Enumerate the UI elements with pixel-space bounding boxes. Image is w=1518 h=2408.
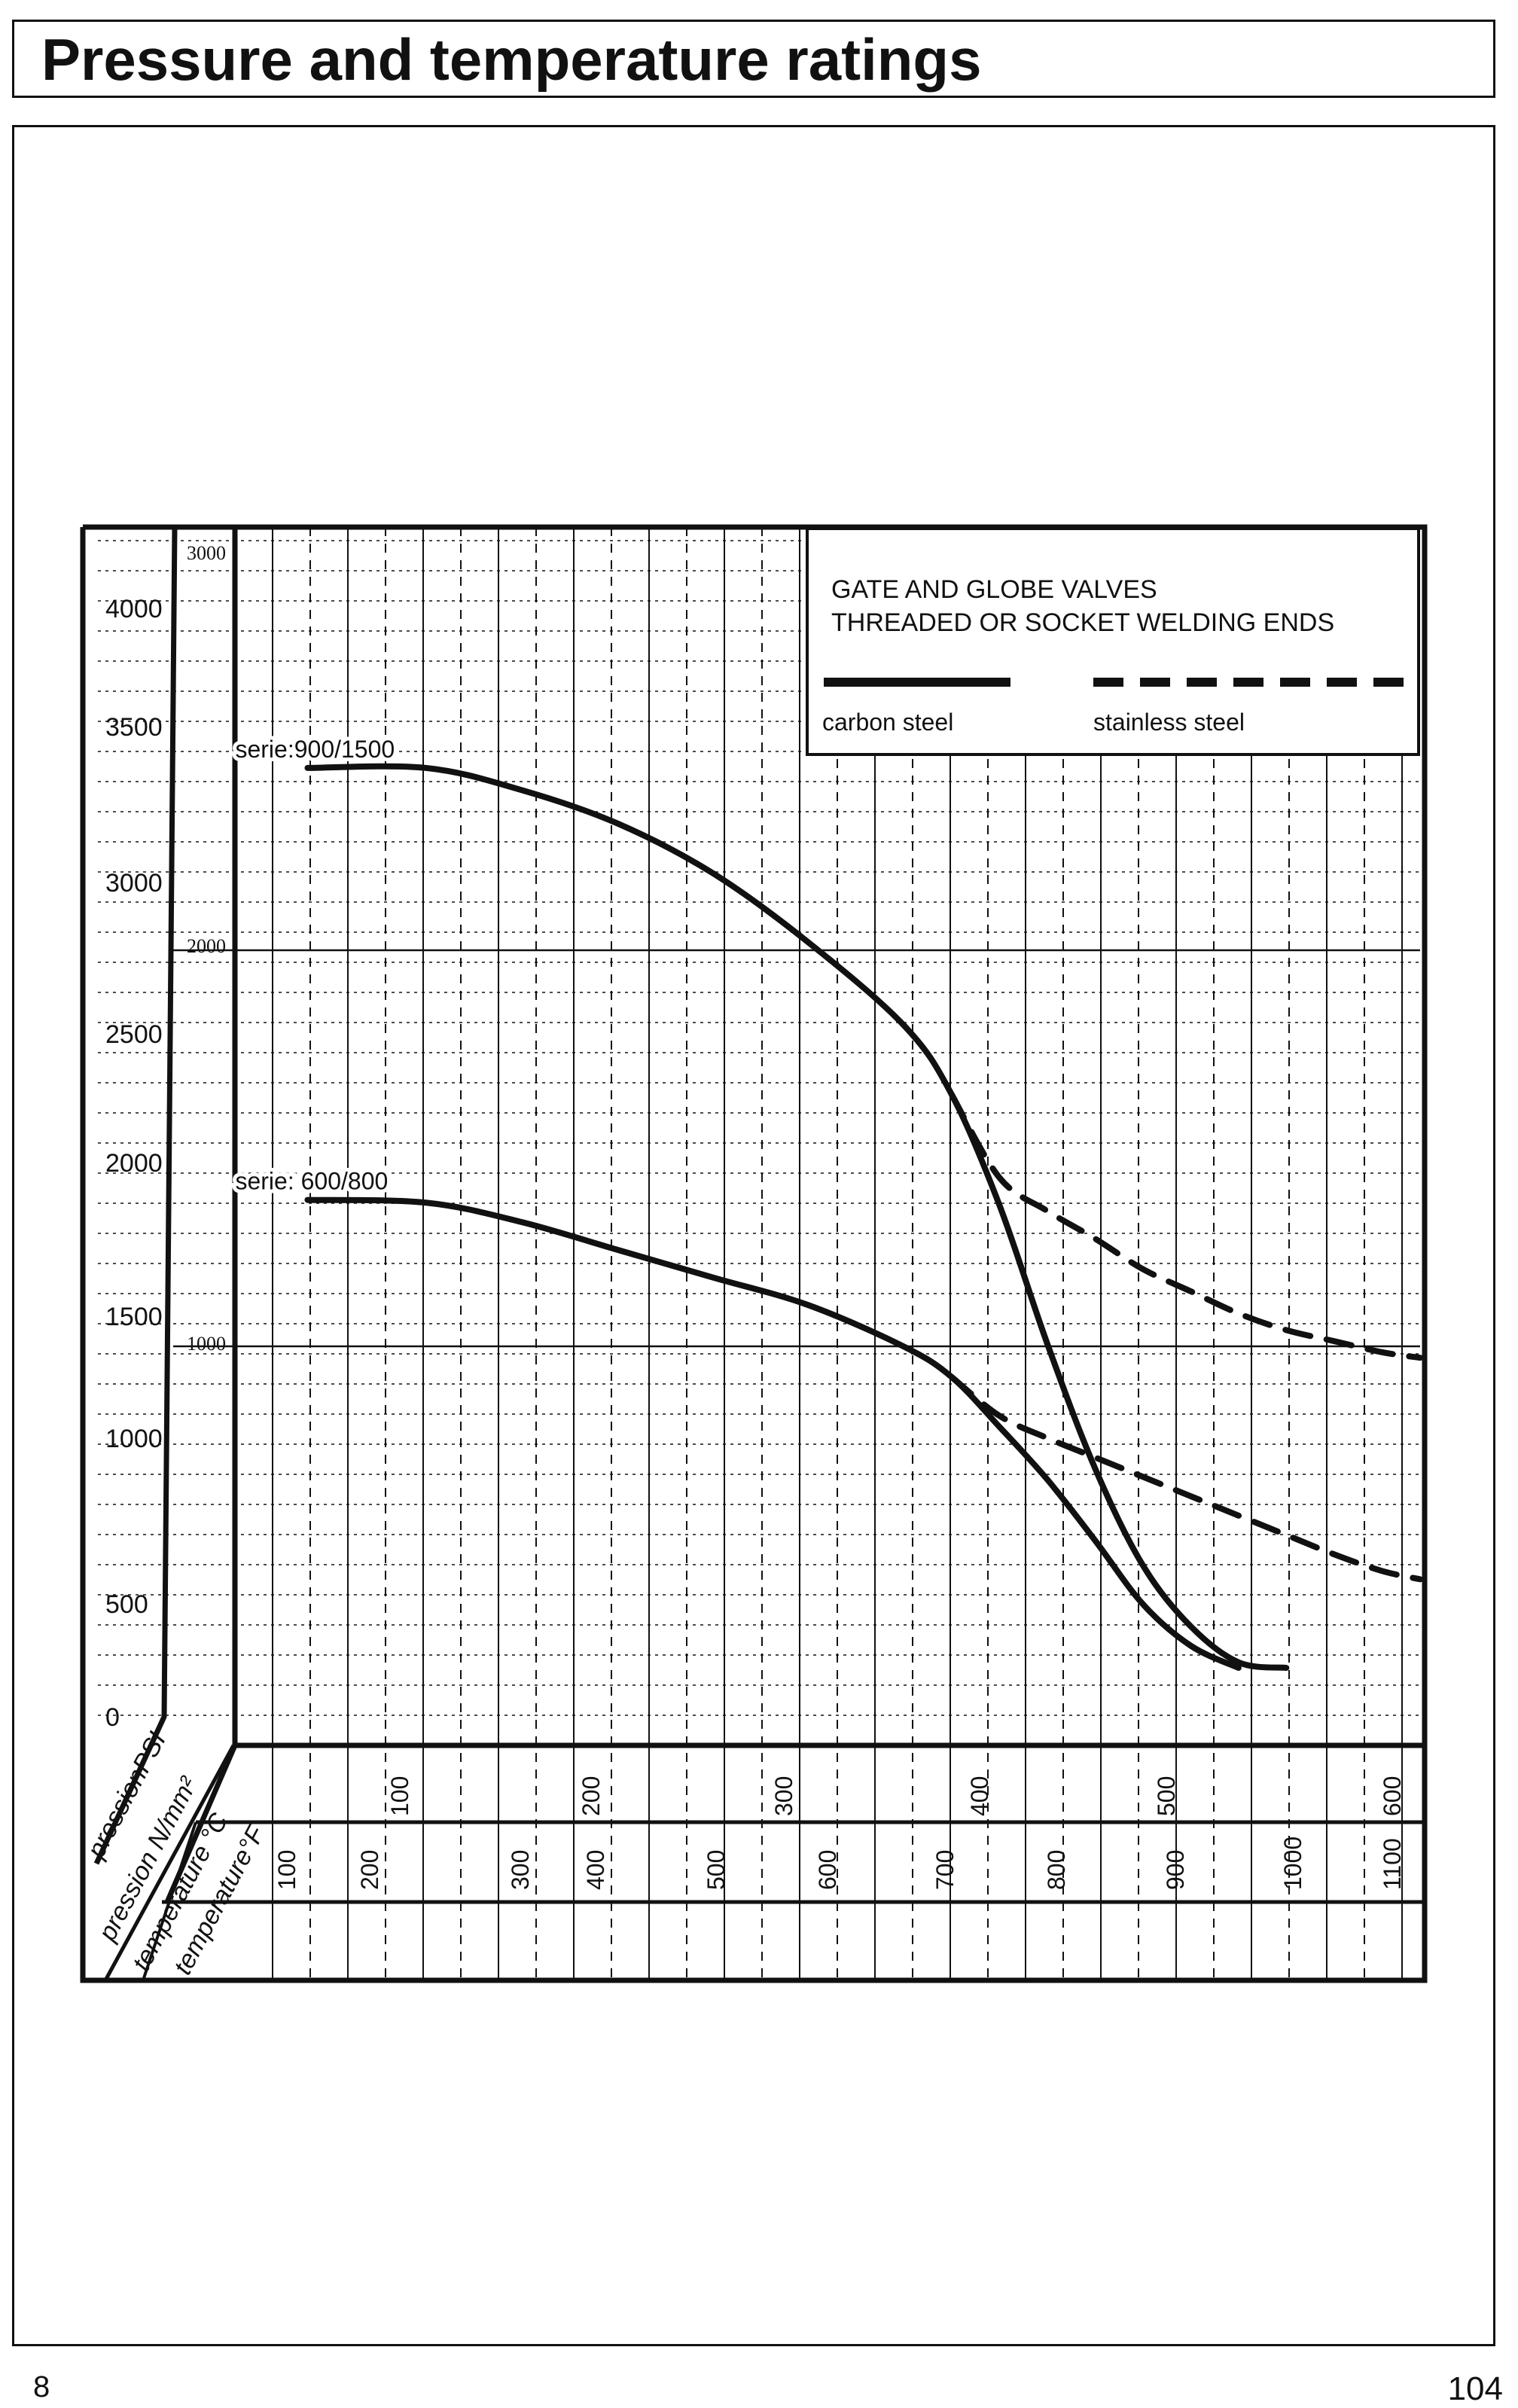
tick-label-fahrenheit: 100	[273, 1850, 300, 1890]
tick-label-psi: 3000	[105, 869, 163, 898]
series-line-stainless	[949, 1373, 1423, 1583]
tick-label-psi: 1500	[105, 1303, 163, 1331]
tick-label-fahrenheit: 300	[507, 1850, 534, 1890]
series-line-carbon	[304, 763, 1290, 1672]
tick-label-psi: 4000	[105, 595, 163, 623]
series-line-carbon	[304, 1196, 1242, 1672]
series-label: serie:900/1500	[235, 736, 395, 763]
chart-legend: GATE AND GLOBE VALVES THREADED OR SOCKET …	[806, 527, 1420, 756]
tick-label-celsius: 400	[966, 1776, 993, 1816]
tick-label-psi: 0	[105, 1703, 120, 1732]
tick-label-celsius: 500	[1153, 1776, 1180, 1816]
tick-label-psi: 2000	[105, 1149, 163, 1178]
axis-bar-nmm2	[164, 527, 238, 1904]
chart-grid	[98, 527, 1420, 1980]
legend-heading: GATE AND GLOBE VALVES	[831, 575, 1157, 604]
tick-label-celsius: 200	[578, 1776, 605, 1816]
band-diagonal-1	[103, 1744, 236, 1982]
tick-label-celsius: 600	[1379, 1776, 1406, 1816]
tick-label-fahrenheit: 400	[582, 1850, 609, 1890]
tick-label-psi: 3500	[105, 713, 163, 742]
chart-series: serie:900/1500 serie: 600/800	[231, 732, 1423, 1672]
legend-label-carbon: carbon steel	[822, 709, 953, 736]
content-frame	[12, 125, 1495, 2346]
series-line-stainless	[949, 1091, 1423, 1361]
tick-label-celsius: 300	[770, 1776, 797, 1816]
tick-label-nmm2: 2000	[187, 935, 226, 957]
chart-ticks: 0 500 1000 1500 2000 2500 3000 3500 4000 1000 2000…	[81, 542, 1406, 1980]
tick-label-fahrenheit: 500	[703, 1850, 730, 1890]
title-box: Pressure and temperature ratings	[12, 20, 1495, 98]
tick-label-fahrenheit: 200	[356, 1850, 383, 1890]
tick-label-celsius: 100	[386, 1776, 413, 1816]
legend-subheading: THREADED OR SOCKET WELDING ENDS	[831, 608, 1334, 637]
tick-label-psi: 2500	[105, 1020, 163, 1049]
footer-mark: 8	[33, 2370, 50, 2403]
page-title: Pressure and temperature ratings	[41, 26, 982, 93]
series-label: serie: 600/800	[235, 1168, 388, 1195]
tick-label-nmm2: 3000	[187, 542, 226, 564]
tick-label-fahrenheit: 900	[1162, 1850, 1189, 1890]
tick-label-psi: 500	[105, 1590, 148, 1619]
band-diagonal-2	[142, 1821, 197, 1981]
tick-label-fahrenheit: 1100	[1379, 1838, 1406, 1890]
axis-bar-psi	[93, 526, 178, 1865]
tick-label-nmm2: 1000	[187, 1333, 226, 1355]
tick-label-fahrenheit: 1000	[1279, 1836, 1306, 1890]
legend-box	[806, 527, 1420, 756]
tick-label-psi: 1000	[105, 1425, 163, 1453]
tick-label-fahrenheit: 600	[814, 1850, 841, 1890]
legend-label-stainless: stainless steel	[1093, 709, 1245, 736]
tick-label-fahrenheit: 700	[931, 1850, 959, 1890]
tick-label-fahrenheit: 800	[1043, 1850, 1070, 1890]
page-number: 104	[1447, 2370, 1503, 2407]
